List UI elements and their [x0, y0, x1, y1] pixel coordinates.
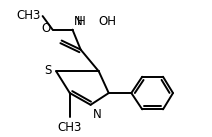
Text: N: N	[74, 15, 83, 28]
Text: CH3: CH3	[58, 122, 82, 135]
Text: H: H	[77, 15, 86, 28]
Text: S: S	[44, 64, 52, 77]
Text: O: O	[41, 22, 50, 35]
Text: N: N	[93, 108, 102, 121]
Text: OH: OH	[98, 15, 116, 28]
Text: CH3: CH3	[16, 9, 40, 22]
